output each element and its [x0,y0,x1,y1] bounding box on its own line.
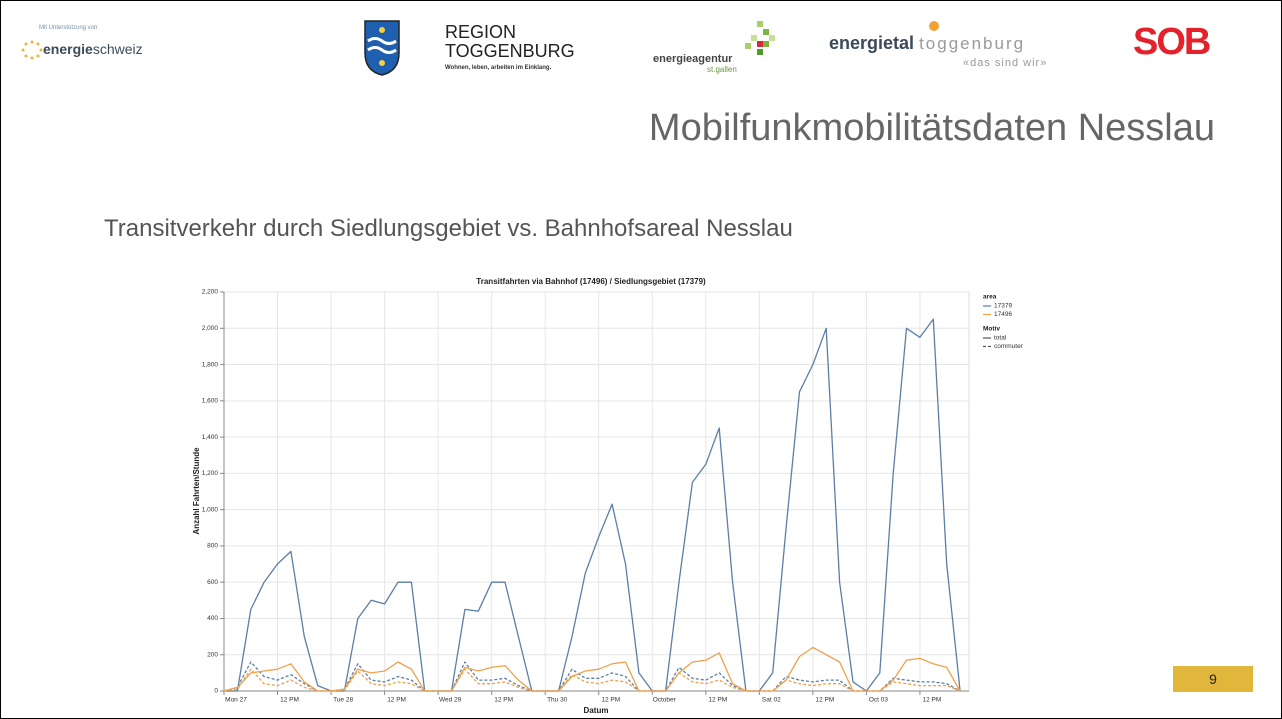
logo-bold: energie [43,41,93,57]
plot-area [223,291,970,692]
x-tick-label: 12 PM [815,697,834,704]
sun-icon [21,40,43,60]
x-tick-label: Tue 28 [333,697,353,704]
legend-label: total [994,335,1007,342]
x-tick-label: Wed 29 [439,697,462,704]
energieagentur-icon [745,21,775,55]
y-tick-label: 2,200 [202,289,219,296]
y-axis-label: Anzahl Fahrten/Stunde [192,447,201,535]
legend-label: commuter [994,343,1024,350]
support-text: Mit Unterstützung von [39,25,98,31]
energietal-rest: toggenburg [919,34,1026,53]
energietal-bold: energietal [829,33,915,53]
legend-label: 17496 [994,311,1012,318]
energieagentur-name: energieagentur [653,53,733,65]
y-tick-label: 1,000 [202,506,219,513]
region-logo: REGION TOGGENBURG [445,23,575,61]
sob-logo: SOB [1133,21,1211,63]
legend-label: 17379 [994,303,1012,310]
y-tick-label: 800 [207,543,218,550]
y-tick-label: 200 [207,651,218,658]
region-tagline: Wohnen, leben, arbeiten im Einklang. [445,65,552,71]
y-tick-label: 400 [207,615,218,622]
chart: Transitfahrten via Bahnhof (17496) / Sie… [192,277,1024,715]
page-number: 9 [1173,666,1253,692]
energietal-tagline: «das sind wir» [963,57,1048,69]
x-tick-label: Thu 30 [547,697,568,704]
x-tick-label: 12 PM [494,697,513,704]
chart-title: Transitfahrten via Bahnhof (17496) / Sie… [476,277,706,286]
y-tick-label: 1,400 [202,434,219,441]
series-line [223,661,961,692]
series-line [223,668,961,692]
x-tick-label: October [653,697,677,704]
x-axis-label: Datum [584,706,609,715]
y-tick-label: 2,000 [202,325,219,332]
toggenburg-shield [364,20,400,76]
x-tick-label: 12 PM [708,697,727,704]
legend-title: area [983,294,997,301]
x-tick-label: Sat 02 [762,697,781,704]
y-tick-label: 1,200 [202,470,219,477]
slide-subtitle: Transitverkehr durch Siedlungsgebiet vs.… [104,215,793,242]
y-tick-label: 1,600 [202,398,219,405]
energietal-logo: energietal toggenburg [829,33,1025,54]
slide-title: Mobilfunkmobilitätsdaten Nesslau [648,107,1215,149]
x-tick-label: 12 PM [280,697,299,704]
series-line [224,318,961,692]
x-tick-label: Mon 27 [225,697,247,704]
energieagentur-place: st.gallen [707,65,737,74]
x-tick-label: 12 PM [387,697,406,704]
region-line2: TOGGENBURG [445,41,575,61]
region-line1: REGION [445,22,517,42]
x-tick-label: 12 PM [923,697,942,704]
y-tick-label: 600 [207,579,218,586]
energietal-dot [929,21,939,31]
x-tick-label: Oct 03 [869,697,889,704]
y-tick-label: 1,800 [202,361,219,368]
legend-title: Motiv [983,326,1000,333]
logo-rest: schweiz [92,41,143,57]
y-tick-label: 0 [214,688,218,695]
energieschweiz-logo: energieschweiz [43,41,143,57]
x-tick-label: 12 PM [601,697,620,704]
